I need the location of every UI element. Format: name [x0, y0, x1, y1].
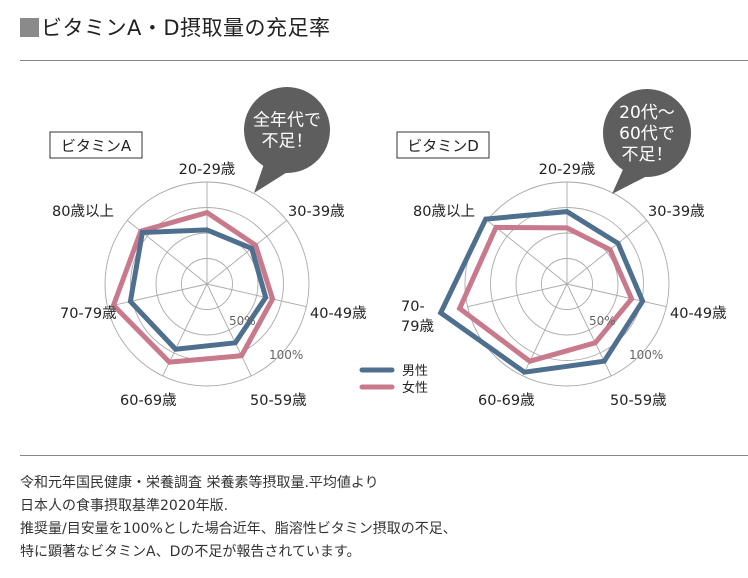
- axis-label: 20-29歳: [539, 161, 596, 178]
- page-title: ビタミンA・D摂取量の充足率: [20, 12, 331, 42]
- series-female-line: [456, 224, 635, 364]
- speech-bubble: [244, 87, 330, 173]
- top-divider: [20, 60, 748, 61]
- axis-label: 30-39歳: [288, 203, 345, 220]
- axis-label: 79歳: [401, 318, 434, 335]
- axis-label: 50-59歳: [610, 392, 667, 409]
- title-square-icon: [20, 18, 39, 37]
- legend-label: 女性: [402, 380, 428, 396]
- legend-label: 男性: [402, 364, 428, 379]
- speech-bubble-text: 不足！: [622, 145, 673, 165]
- grid-spoke: [486, 220, 568, 285]
- chart-label-box: [396, 131, 490, 159]
- axis-label: 20-29歳: [179, 161, 236, 178]
- axis-label: 80歳以上: [52, 203, 114, 220]
- ring-label-100: 100%: [269, 348, 303, 362]
- ring-label-50: 50%: [229, 314, 256, 328]
- grid-spoke: [206, 220, 288, 285]
- footer-line: 令和元年国民健康・栄養調査 栄養素等摂取量.平均値より: [20, 475, 379, 491]
- ring-label-100: 100%: [629, 348, 663, 362]
- ring-label-50: 50%: [589, 314, 616, 328]
- speech-bubble-text: 不足！: [262, 132, 313, 152]
- grid-spoke: [566, 220, 648, 285]
- axis-label: 40-49歳: [310, 305, 367, 322]
- footer-line: 推奨量/目安量を100%とした場合近年、脂溶性ビタミン摂取の不足、: [20, 521, 457, 537]
- series-male-line: [437, 209, 646, 375]
- grid-spoke: [206, 283, 252, 377]
- series-female-line: [110, 209, 276, 365]
- radar-chart-vitamin-d: 50% 100% 20-29歳 30-39歳 40-49歳 50-59歳 60-69歳 70-…: [396, 89, 727, 409]
- footer-line: 日本人の食事摂取基準2020年版.: [20, 498, 229, 514]
- bottom-divider: [20, 455, 748, 456]
- axis-label: 50-59歳: [250, 392, 307, 409]
- chart-label: ビタミンA: [61, 137, 132, 155]
- axis-label: 60-69歳: [120, 392, 177, 409]
- axis-label: 80歳以上: [413, 203, 475, 220]
- radar-charts: 50% 100% 20-29歳 30-39歳 40-49歳 50-59歳 60-69歳 70-…: [49, 87, 727, 409]
- footer-notes: 令和元年国民健康・栄養調査 栄養素等摂取量.平均値より 日本人の食事摂取基準20…: [20, 472, 457, 564]
- chart-label: ビタミンD: [407, 137, 479, 155]
- series-male-line: [127, 227, 269, 352]
- grid-spoke: [467, 283, 568, 308]
- axis-label: 60-69歳: [478, 392, 535, 409]
- grid-spoke: [566, 283, 667, 308]
- axis-label: 30-39歳: [648, 203, 705, 220]
- axis-label: 40-49歳: [670, 305, 727, 322]
- chart-label-box: [49, 131, 143, 159]
- speech-bubble-text: 20代〜: [619, 103, 675, 123]
- radar-chart-vitamin-a: 50% 100% 20-29歳 30-39歳 40-49歳 50-59歳 60-69歳 70-…: [49, 87, 367, 409]
- footer-line: 特に顕著なビタミンA、Dの不足が報告されています。: [20, 544, 361, 560]
- speech-bubble-text: 60代で: [619, 124, 675, 144]
- title-text: ビタミンA・D摂取量の充足率: [41, 16, 331, 40]
- speech-bubble: [603, 89, 691, 177]
- axis-label: 70-79歳: [60, 305, 117, 322]
- grid-spoke: [107, 283, 208, 308]
- grid-spoke: [206, 283, 307, 308]
- speech-bubble-text: 全年代で: [253, 111, 321, 131]
- axis-label: 70-: [401, 299, 425, 315]
